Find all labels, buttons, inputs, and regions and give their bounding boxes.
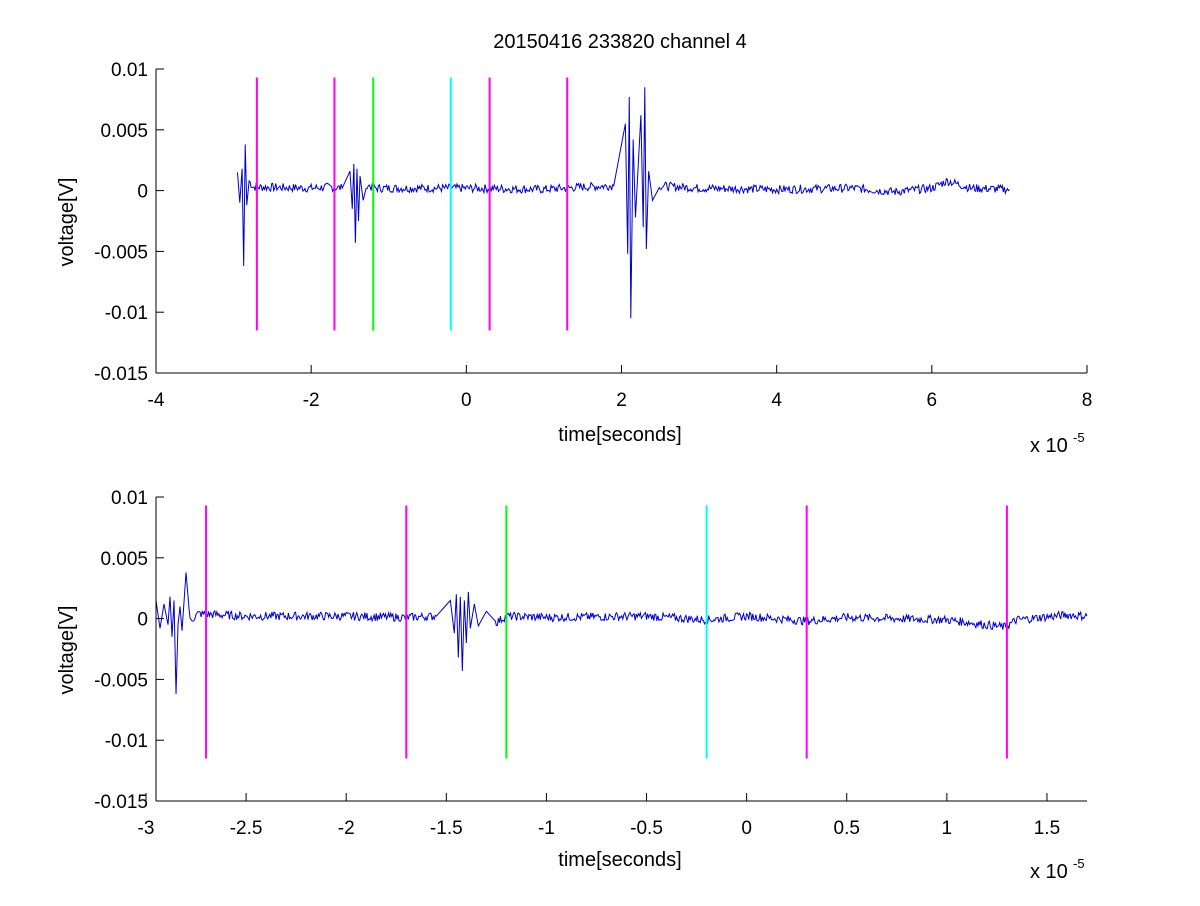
bottom-y-tick-label-0: -0.015 <box>94 792 148 813</box>
top-x-tick-label-0: -4 <box>148 390 165 411</box>
bottom-x-tick-label-9: 1.5 <box>1034 818 1060 839</box>
top-event-markers <box>255 77 569 331</box>
top-plot: -4 -2 0 2 4 6 8 -0.015 -0.01 -0.005 0 0.005 0.01 ti… <box>56 60 1092 457</box>
bottom-event-markers <box>205 505 1008 759</box>
bottom-y-tick-label-3: 0 <box>137 610 148 631</box>
bottom-signal-series <box>155 572 1088 695</box>
top-signal-series <box>236 87 1010 319</box>
bottom-axes <box>145 496 1087 802</box>
top-y-tick-label-5: 0.01 <box>111 60 148 81</box>
bottom-x-tick-labels: -3 -2.5 -2 -1.5 -1 -0.5 0 0.5 1 1.5 <box>138 818 1061 839</box>
top-y-tick-label-0: -0.015 <box>94 364 148 385</box>
top-y-tick-labels: -0.015 -0.01 -0.005 0 0.005 0.01 <box>94 60 148 385</box>
top-y-axis-label: voltage[V] <box>56 178 78 267</box>
figure-title: 20150416 233820 channel 4 <box>493 31 747 53</box>
top-x-tick-label-4: 4 <box>771 390 782 411</box>
top-x-axis-label: time[seconds] <box>558 424 681 446</box>
bottom-x-axis-label: time[seconds] <box>558 849 681 871</box>
bottom-y-tick-labels: -0.015 -0.01 -0.005 0 0.005 0.01 <box>94 488 148 813</box>
top-x-tick-labels: -4 -2 0 2 4 6 8 <box>148 390 1093 411</box>
top-x-scale-label: x 10 <box>1030 435 1068 457</box>
top-y-tick-label-3: 0 <box>137 182 148 203</box>
top-y-tick-label-1: -0.01 <box>105 303 148 324</box>
top-y-tick-label-2: -0.005 <box>94 242 148 263</box>
top-x-tick-label-5: 6 <box>927 390 938 411</box>
top-x-tick-label-1: -2 <box>303 390 320 411</box>
bottom-x-tick-label-3: -1.5 <box>430 818 463 839</box>
bottom-x-tick-label-4: -1 <box>538 818 555 839</box>
bottom-series-line-0 <box>155 572 1088 695</box>
bottom-y-tick-label-2: -0.005 <box>94 670 148 691</box>
top-x-tick-label-3: 2 <box>616 390 627 411</box>
top-x-scale-exponent: -5 <box>1073 430 1085 445</box>
bottom-y-tick-label-5: 0.01 <box>111 488 148 509</box>
bottom-x-tick-label-8: 1 <box>942 818 953 839</box>
top-axes <box>155 68 1088 374</box>
bottom-x-tick-label-6: 0 <box>741 818 752 839</box>
bottom-x-scale-label: x 10 <box>1030 861 1068 883</box>
top-series-line-0 <box>236 87 1010 319</box>
bottom-y-tick-label-1: -0.01 <box>105 731 148 752</box>
bottom-x-tick-label-0: -3 <box>138 818 155 839</box>
bottom-x-tick-label-2: -2 <box>338 818 355 839</box>
bottom-x-tick-label-7: 0.5 <box>834 818 860 839</box>
bottom-plot: -3 -2.5 -2 -1.5 -1 -0.5 0 0.5 1 1.5 -0.015-0.01-0… <box>56 488 1088 883</box>
bottom-x-tick-label-5: -0.5 <box>630 818 663 839</box>
top-y-tick-label-4: 0.005 <box>100 121 148 142</box>
top-x-tick-label-2: 0 <box>461 390 472 411</box>
bottom-y-tick-label-4: 0.005 <box>100 549 148 570</box>
bottom-y-axis-label: voltage[V] <box>56 606 78 695</box>
bottom-x-tick-label-1: -2.5 <box>230 818 263 839</box>
bottom-x-scale-exponent: -5 <box>1073 856 1085 871</box>
top-x-tick-label-6: 8 <box>1082 390 1093 411</box>
